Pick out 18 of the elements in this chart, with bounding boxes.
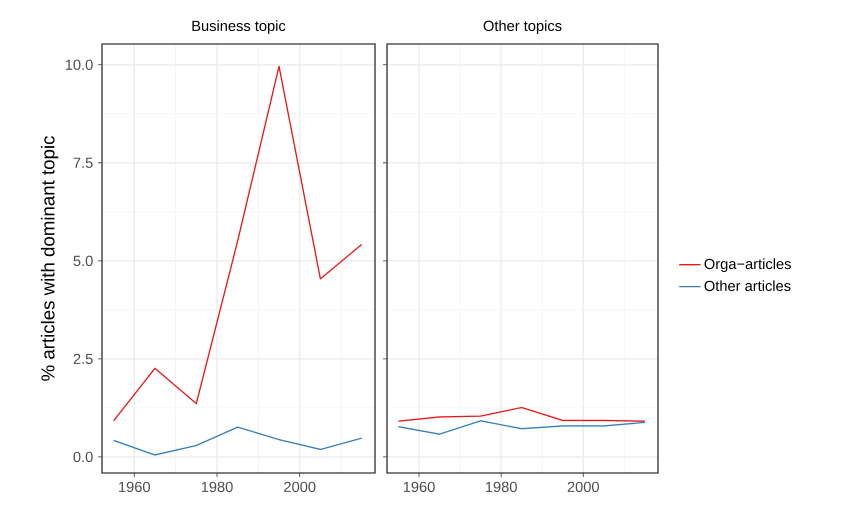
y-tick-label: 0.0 <box>73 452 93 462</box>
y-tick-label: 10.0 <box>66 60 93 70</box>
x-tick-label: 1980 <box>486 482 517 492</box>
y-axis-title: % articles with dominant topic <box>40 136 58 381</box>
line-series <box>112 66 362 422</box>
legend-label: Other articles <box>704 280 791 292</box>
chart-title: Business topic <box>192 20 286 34</box>
y-tick-label: 5.0 <box>73 256 93 266</box>
x-tick-label: 1960 <box>119 482 150 492</box>
line-series <box>112 426 362 456</box>
chart-title: Other topics <box>484 20 562 34</box>
x-tick-label: 2000 <box>568 482 599 492</box>
x-tick-label: 1960 <box>404 482 435 492</box>
legend-label: Orga−articles <box>704 258 791 272</box>
y-tick-label: 7.5 <box>74 158 93 168</box>
x-tick-label: 2000 <box>284 482 316 492</box>
y-tick-label: 2.5 <box>74 354 93 364</box>
x-tick-label: 1980 <box>202 482 233 492</box>
